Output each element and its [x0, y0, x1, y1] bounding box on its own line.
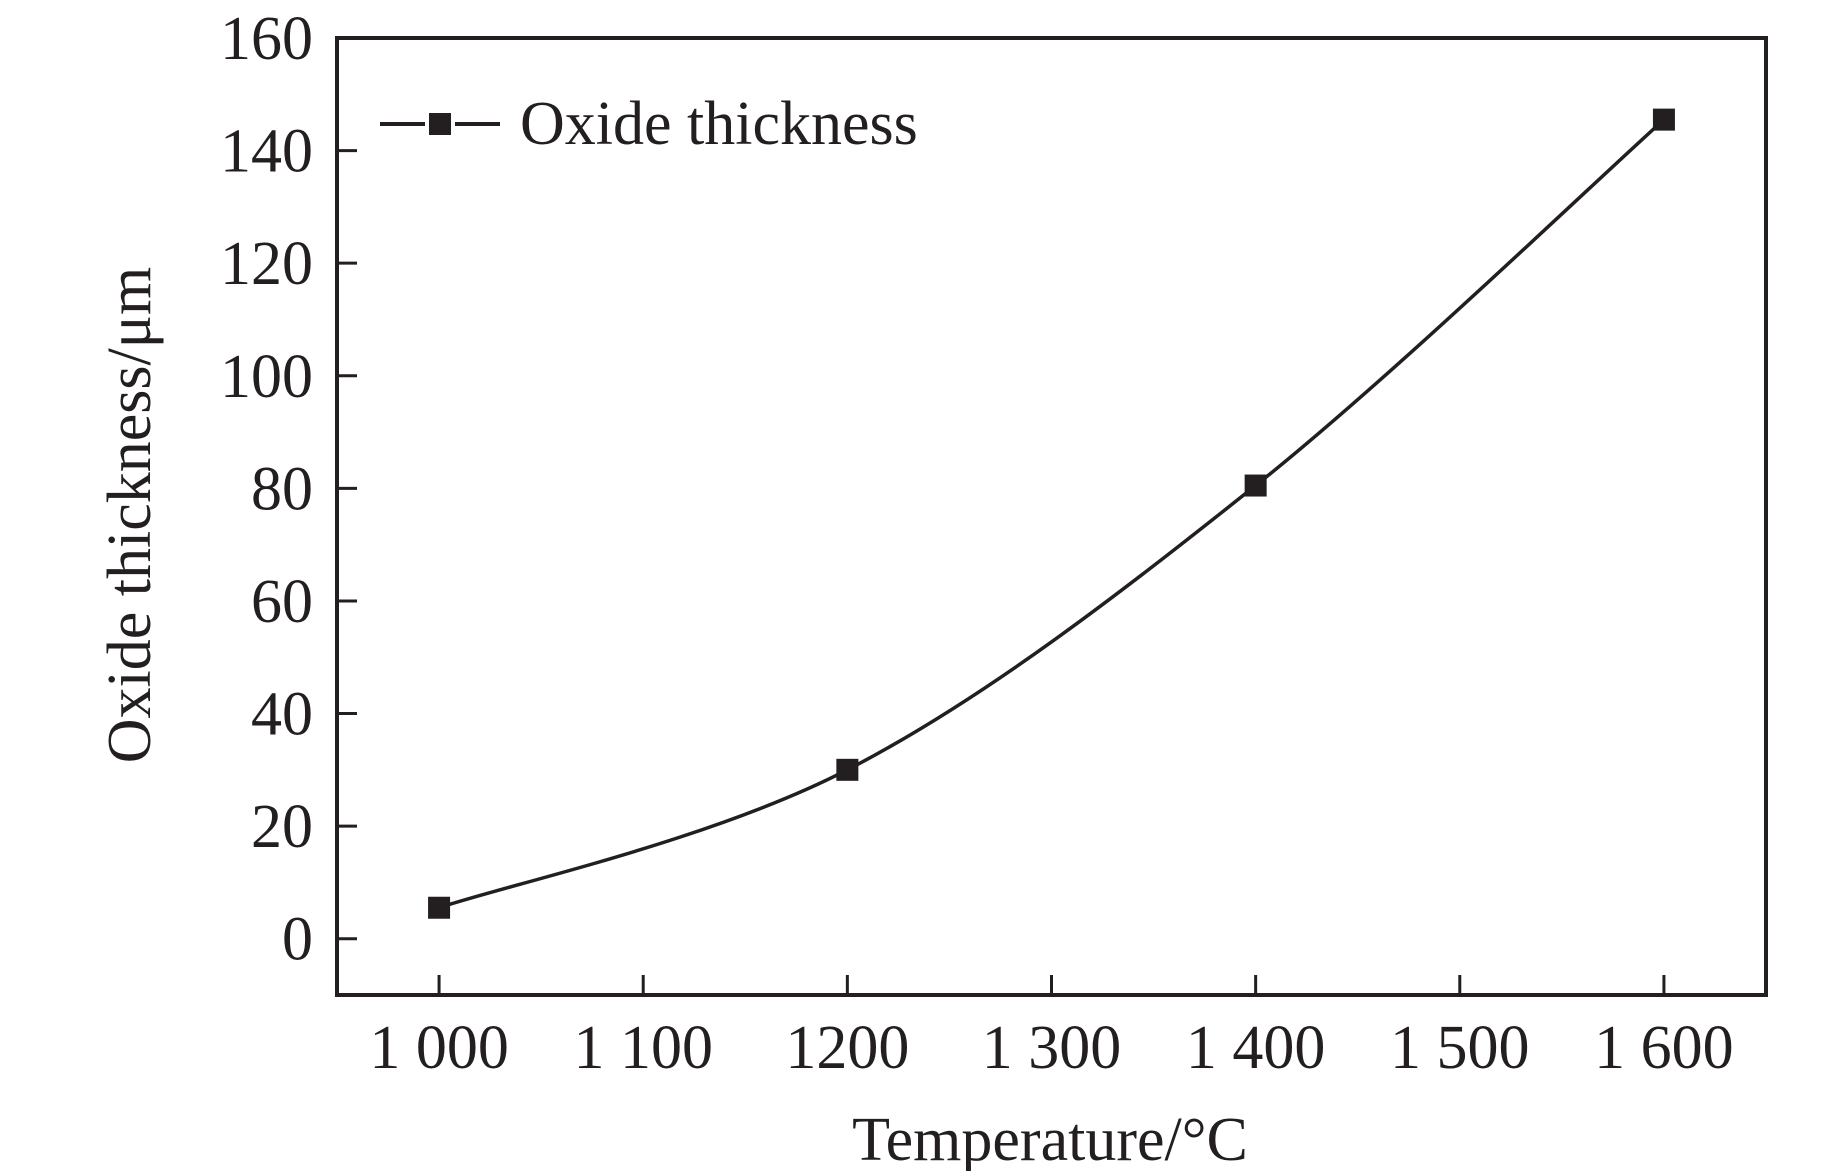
data-point-marker [836, 758, 859, 781]
x-tick-label: 1 500 [1390, 1014, 1530, 1082]
y-tick-label: 20 [251, 793, 313, 861]
data-point-marker [428, 896, 451, 919]
y-tick-label: 60 [251, 568, 313, 636]
y-tick-label: 100 [220, 343, 313, 411]
data-point-marker [1652, 108, 1675, 131]
y-tick-label: 140 [220, 118, 313, 186]
legend-marker [429, 113, 451, 135]
x-tick-label: 1 000 [369, 1014, 509, 1082]
x-tick-label: 1 600 [1594, 1014, 1734, 1082]
y-tick-label: 0 [282, 906, 313, 974]
y-axis-title: Oxide thickness/μm [96, 267, 164, 763]
y-tick-label: 40 [251, 681, 313, 749]
legend: Oxide thickness [380, 90, 918, 158]
x-tick-label: 1 400 [1186, 1014, 1326, 1082]
x-tick-label: 1 300 [982, 1014, 1122, 1082]
data-point-marker [1244, 474, 1267, 497]
x-axis-title: Temperature/°C [852, 1106, 1248, 1171]
y-tick-label: 160 [220, 5, 313, 73]
y-tick-label: 80 [251, 455, 313, 523]
x-axis-ticks: 1 000 1 100 1200 1 300 1 400 1 500 1 600 [369, 975, 1734, 1082]
x-tick-label: 1200 [785, 1014, 909, 1082]
plot-frame [335, 36, 1768, 997]
series-line [438, 118, 1666, 910]
legend-label: Oxide thickness [520, 90, 918, 158]
x-tick-label: 1 100 [573, 1014, 713, 1082]
y-tick-label: 120 [220, 230, 313, 298]
series-layer [428, 108, 1675, 919]
y-axis-ticks: 0 20 40 60 80 100 120 140 160 [220, 5, 357, 974]
